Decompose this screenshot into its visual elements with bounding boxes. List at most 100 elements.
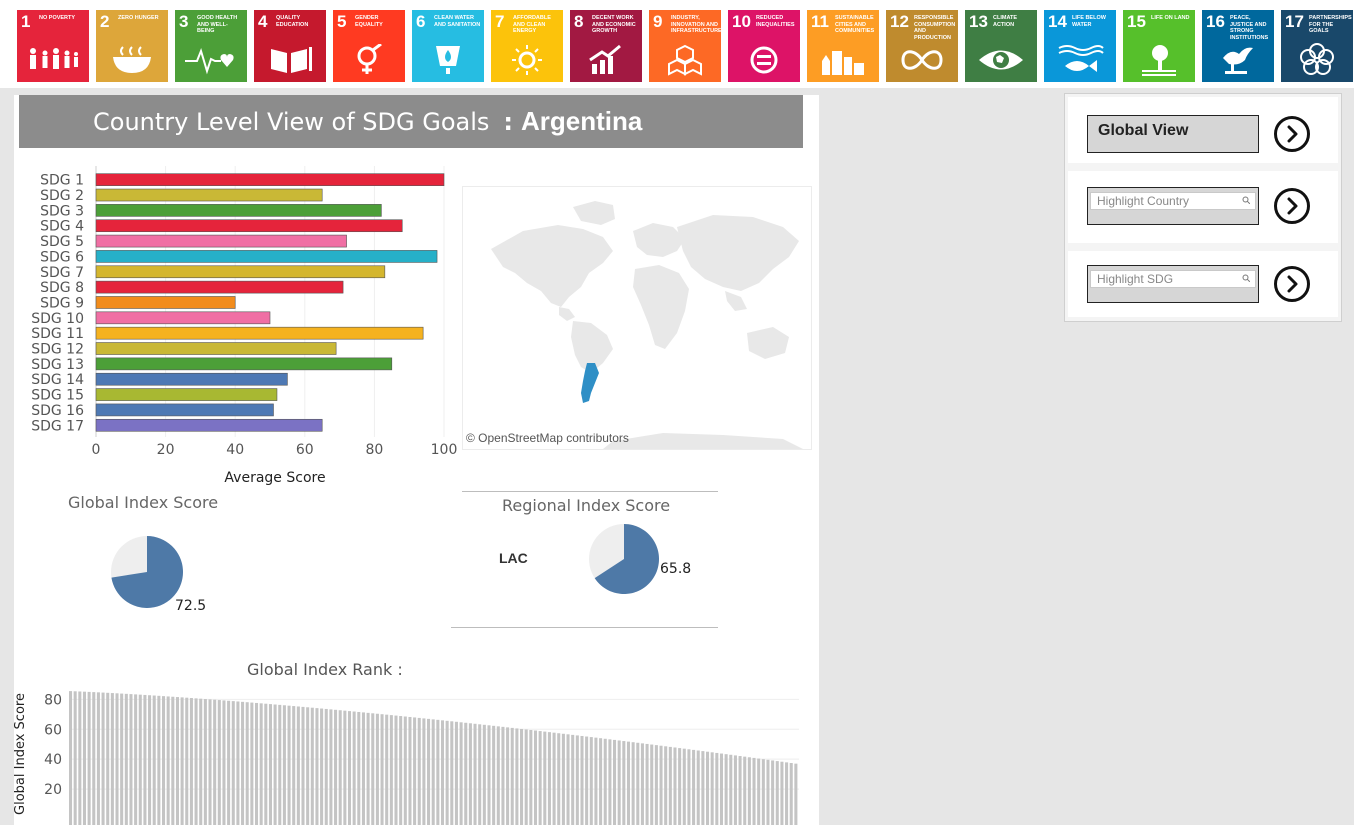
bar-sdg-9[interactable] — [95, 296, 236, 309]
rank-bar[interactable] — [69, 691, 73, 825]
rank-bar[interactable] — [552, 732, 556, 825]
rank-bar[interactable] — [124, 693, 128, 825]
rank-bar[interactable] — [422, 718, 426, 825]
bar-sdg-2[interactable] — [95, 188, 323, 202]
rank-bar[interactable] — [361, 712, 365, 825]
rank-bar[interactable] — [254, 702, 259, 825]
sdg-tile-12[interactable]: 12 RESPONSIBLE CONSUMPTION AND PRODUCTION — [886, 10, 958, 82]
rank-bar[interactable] — [622, 741, 626, 825]
argentina-highlight[interactable] — [581, 363, 599, 403]
rank-bar[interactable] — [264, 703, 268, 825]
bar-sdg-12[interactable] — [95, 342, 337, 355]
rank-bar[interactable] — [543, 731, 547, 825]
rank-bar[interactable] — [654, 745, 658, 825]
rank-bar[interactable] — [710, 752, 714, 825]
rank-bar[interactable] — [199, 698, 203, 825]
rank-bar[interactable] — [180, 697, 184, 825]
rank-bar[interactable] — [427, 718, 431, 825]
rank-bar[interactable] — [771, 760, 775, 825]
rank-bar[interactable] — [366, 712, 370, 825]
rank-bar[interactable] — [292, 706, 296, 825]
rank-bar[interactable] — [389, 715, 393, 825]
rank-bar[interactable] — [273, 704, 277, 825]
rank-bar[interactable] — [343, 710, 347, 825]
rank-bar[interactable] — [580, 735, 584, 825]
bar-sdg-14[interactable] — [95, 372, 288, 386]
rank-bar[interactable] — [603, 738, 607, 825]
rank-bar[interactable] — [571, 734, 575, 825]
rank-bar[interactable] — [599, 738, 603, 825]
rank-bar[interactable] — [794, 763, 798, 825]
rank-bar[interactable] — [608, 739, 612, 825]
rank-bar[interactable] — [217, 700, 221, 825]
rank-bar[interactable] — [733, 755, 737, 825]
bar-sdg-6[interactable] — [95, 250, 438, 263]
rank-bar[interactable] — [301, 706, 305, 825]
rank-bar[interactable] — [380, 714, 384, 825]
rank-bar[interactable] — [106, 692, 110, 825]
rank-bar[interactable] — [761, 759, 765, 825]
rank-bar[interactable] — [175, 697, 179, 825]
rank-bar[interactable] — [566, 734, 570, 825]
rank-bar[interactable] — [692, 749, 696, 825]
rank-bar[interactable] — [724, 754, 728, 825]
rank-bar[interactable] — [171, 696, 175, 825]
rank-bar[interactable] — [510, 727, 514, 825]
rank-bar[interactable] — [73, 691, 77, 825]
rank-bar[interactable] — [482, 724, 486, 825]
bar-sdg-10[interactable] — [95, 311, 271, 325]
sdg-tile-6[interactable]: 6 CLEAN WATER AND SANITATION — [412, 10, 484, 82]
rank-bar[interactable] — [445, 720, 449, 825]
rank-bar[interactable] — [208, 699, 212, 825]
rank-bar[interactable] — [148, 695, 152, 825]
rank-bar[interactable] — [227, 700, 231, 825]
sdg-tile-2[interactable]: 2 ZERO HUNGER — [96, 10, 168, 82]
rank-bar[interactable] — [557, 733, 561, 825]
rank-bar[interactable] — [747, 757, 751, 825]
rank-bar[interactable] — [334, 709, 338, 825]
rank-bar[interactable] — [682, 748, 686, 825]
sdg-tile-7[interactable]: 7 AFFORDABLE AND CLEAN ENERGY — [491, 10, 563, 82]
bar-sdg-16[interactable] — [95, 403, 274, 417]
rank-bar[interactable] — [161, 696, 166, 825]
rank-bar[interactable] — [668, 746, 672, 825]
rank-bar[interactable] — [645, 743, 649, 825]
rank-bar[interactable] — [785, 762, 789, 825]
rank-bar[interactable] — [329, 709, 333, 825]
bar-sdg-11[interactable] — [95, 326, 424, 340]
rank-bar[interactable] — [138, 694, 142, 825]
sdg-tile-10[interactable]: 10 REDUCED INEQUALITIES — [728, 10, 800, 82]
rank-bar[interactable] — [101, 692, 105, 825]
regional-index-pie[interactable] — [589, 524, 659, 594]
bar-sdg-15[interactable] — [95, 388, 278, 401]
sdg-tile-3[interactable]: 3 GOOD HEALTH AND WELL-BEING — [175, 10, 247, 82]
sdg-tile-1[interactable]: 1 NO POVERTY — [17, 10, 89, 82]
rank-bar[interactable] — [506, 727, 510, 825]
highlight-country-input[interactable]: Highlight Country — [1090, 192, 1256, 210]
rank-bar[interactable] — [640, 743, 644, 825]
rank-bar[interactable] — [678, 748, 682, 825]
rank-bar[interactable] — [789, 763, 793, 825]
rank-bar[interactable] — [492, 725, 496, 825]
rank-bar[interactable] — [775, 761, 779, 825]
rank-bar[interactable] — [259, 703, 263, 825]
bar-sdg-17[interactable] — [95, 418, 323, 432]
rank-bar[interactable] — [701, 751, 705, 825]
rank-bar[interactable] — [729, 754, 733, 825]
world-map[interactable] — [462, 186, 812, 450]
rank-bar[interactable] — [673, 747, 677, 825]
rank-bar[interactable] — [143, 694, 147, 825]
bar-sdg-5[interactable] — [95, 234, 347, 248]
rank-bar[interactable] — [464, 722, 468, 825]
rank-bar[interactable] — [450, 721, 454, 825]
rank-bar[interactable] — [385, 714, 389, 825]
rank-bar[interactable] — [189, 698, 193, 825]
sdg-tile-16[interactable]: 16 PEACE, JUSTICE AND STRONG INSTITUTIONS — [1202, 10, 1274, 82]
rank-bar[interactable] — [585, 736, 589, 825]
sdg-tile-17[interactable]: 17 PARTNERSHIPS FOR THE GOALS — [1281, 10, 1353, 82]
rank-bar[interactable] — [282, 705, 286, 825]
rank-bar[interactable] — [129, 694, 133, 825]
rank-bar[interactable] — [533, 730, 538, 825]
rank-bar[interactable] — [157, 695, 161, 825]
rank-bar[interactable] — [371, 713, 375, 825]
